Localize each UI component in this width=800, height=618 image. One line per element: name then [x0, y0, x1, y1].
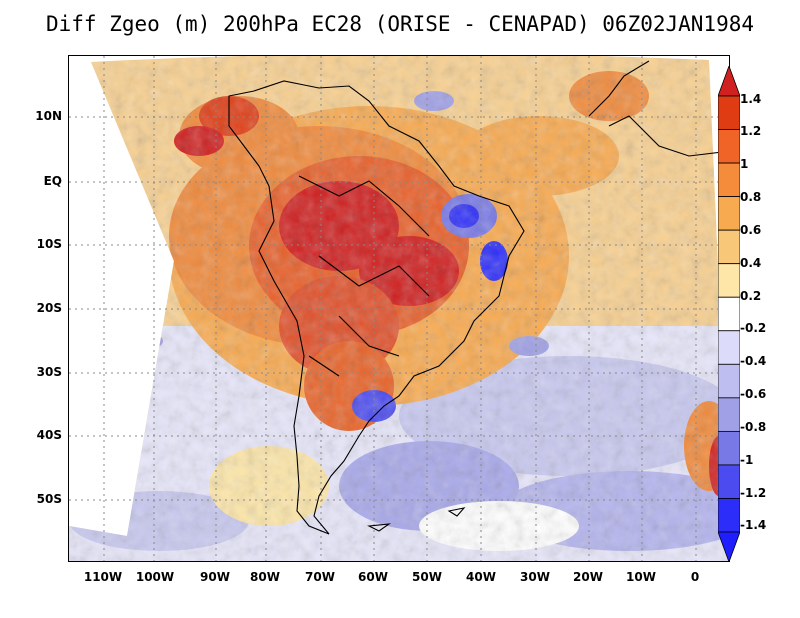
colorbar-segment — [718, 229, 740, 265]
colorbar-label: -0.6 — [740, 387, 767, 401]
colorbar-label: 0.6 — [740, 223, 762, 237]
colorbar-label: 1.2 — [740, 124, 762, 138]
colorbar-segment — [718, 129, 740, 164]
lat-label: 50S — [36, 492, 62, 506]
colorbar-segment — [718, 397, 740, 432]
lon-label: 100W — [135, 570, 175, 584]
lat-label: 10N — [35, 109, 62, 123]
colorbar-segment — [718, 66, 740, 97]
lon-label: 10W — [626, 570, 656, 584]
lon-label: 50W — [412, 570, 442, 584]
colorbar-segment — [718, 498, 740, 533]
map-plot-area — [68, 55, 730, 562]
lat-label: 20S — [36, 301, 62, 315]
lat-label: EQ — [43, 174, 62, 188]
colorbar-label: -1.4 — [740, 518, 767, 532]
lon-label: 70W — [305, 570, 335, 584]
colorbar-label: -0.4 — [740, 354, 767, 368]
colorbar-segment — [718, 296, 740, 332]
colorbar-segment — [718, 464, 740, 499]
map-canvas — [69, 56, 729, 561]
lon-label: 110W — [83, 570, 123, 584]
map-title: Diff Zgeo (m) 200hPa EC28 (ORISE - CENAP… — [45, 12, 754, 36]
colorbar-segment — [718, 162, 740, 198]
colorbar-segment — [718, 263, 740, 298]
colorbar-segment — [718, 531, 740, 562]
colorbar-label: -0.2 — [740, 321, 767, 335]
colorbar-segment — [718, 196, 740, 231]
colorbar-label: 0.8 — [740, 190, 762, 204]
lon-label: 60W — [358, 570, 388, 584]
lat-label: 30S — [36, 365, 62, 379]
lon-label: 40W — [466, 570, 496, 584]
colorbar-label: 0.4 — [740, 256, 762, 270]
lon-label: 90W — [200, 570, 230, 584]
lon-label: 30W — [520, 570, 550, 584]
graticule — [69, 56, 729, 561]
colorbar-label: 0.2 — [740, 289, 762, 303]
colorbar-label: -1 — [740, 453, 754, 467]
colorbar-label: -0.8 — [740, 420, 767, 434]
colorbar-label: -1.2 — [740, 486, 767, 500]
colorbar-label: 1 — [740, 157, 749, 171]
coastlines — [228, 60, 729, 535]
colorbar-segment — [718, 363, 740, 399]
colorbar — [718, 66, 740, 562]
colorbar-segment — [718, 430, 740, 466]
colorbar-segment — [718, 95, 740, 130]
colorbar-label: 1.4 — [740, 92, 762, 106]
lon-label: 80W — [250, 570, 280, 584]
lon-label: 20W — [573, 570, 603, 584]
lon-label: 0 — [690, 570, 700, 584]
lat-label: 10S — [36, 237, 62, 251]
colorbar-segment — [718, 330, 740, 365]
lat-label: 40S — [36, 428, 62, 442]
